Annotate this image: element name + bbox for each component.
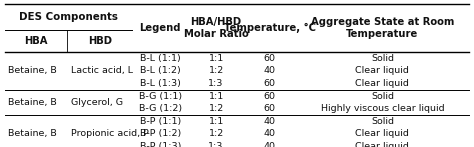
Text: HBD: HBD bbox=[88, 36, 112, 46]
Text: HBA/HBD
Molar Ratio: HBA/HBD Molar Ratio bbox=[184, 17, 248, 39]
Text: B-L (1:1): B-L (1:1) bbox=[140, 54, 181, 63]
Text: Glycerol, G: Glycerol, G bbox=[71, 98, 123, 107]
Text: B-L (1:3): B-L (1:3) bbox=[140, 79, 181, 88]
Text: B-L (1:2): B-L (1:2) bbox=[140, 66, 181, 75]
Text: 40: 40 bbox=[264, 142, 275, 147]
Text: 1:1: 1:1 bbox=[209, 54, 224, 63]
Text: Aggregate State at Room
Temperature: Aggregate State at Room Temperature bbox=[311, 17, 454, 39]
Text: Lactic acid, L: Lactic acid, L bbox=[71, 66, 133, 75]
Text: 1:2: 1:2 bbox=[209, 104, 224, 113]
Text: Betaine, B: Betaine, B bbox=[9, 129, 57, 138]
Text: 1:2: 1:2 bbox=[209, 66, 224, 75]
Text: 1:1: 1:1 bbox=[209, 92, 224, 101]
Text: 1:1: 1:1 bbox=[209, 117, 224, 126]
Text: Clear liquid: Clear liquid bbox=[356, 142, 410, 147]
Text: Legend: Legend bbox=[140, 23, 181, 33]
Text: 1:3: 1:3 bbox=[209, 142, 224, 147]
Text: 60: 60 bbox=[264, 54, 275, 63]
Text: 60: 60 bbox=[264, 92, 275, 101]
Text: Solid: Solid bbox=[371, 92, 394, 101]
Text: 60: 60 bbox=[264, 104, 275, 113]
Text: 40: 40 bbox=[264, 117, 275, 126]
Text: 60: 60 bbox=[264, 79, 275, 88]
Text: HBA: HBA bbox=[24, 36, 48, 46]
Text: Clear liquid: Clear liquid bbox=[356, 66, 410, 75]
Text: Betaine, B: Betaine, B bbox=[9, 66, 57, 75]
Text: 1:2: 1:2 bbox=[209, 129, 224, 138]
Text: Betaine, B: Betaine, B bbox=[9, 98, 57, 107]
Text: 40: 40 bbox=[264, 66, 275, 75]
Text: B-G (1:2): B-G (1:2) bbox=[139, 104, 182, 113]
Text: DES Components: DES Components bbox=[19, 12, 118, 22]
Text: 40: 40 bbox=[264, 129, 275, 138]
Text: B-P (1:3): B-P (1:3) bbox=[140, 142, 181, 147]
Text: Highly viscous clear liquid: Highly viscous clear liquid bbox=[320, 104, 444, 113]
Text: Clear liquid: Clear liquid bbox=[356, 79, 410, 88]
Text: B-P (1:1): B-P (1:1) bbox=[140, 117, 181, 126]
Text: B-P (1:2): B-P (1:2) bbox=[140, 129, 181, 138]
Text: B-G (1:1): B-G (1:1) bbox=[139, 92, 182, 101]
Text: Propionic acid, P: Propionic acid, P bbox=[71, 129, 149, 138]
Text: Temperature, °C: Temperature, °C bbox=[224, 23, 316, 33]
Text: Solid: Solid bbox=[371, 117, 394, 126]
Text: Clear liquid: Clear liquid bbox=[356, 129, 410, 138]
Text: Solid: Solid bbox=[371, 54, 394, 63]
Text: 1:3: 1:3 bbox=[209, 79, 224, 88]
